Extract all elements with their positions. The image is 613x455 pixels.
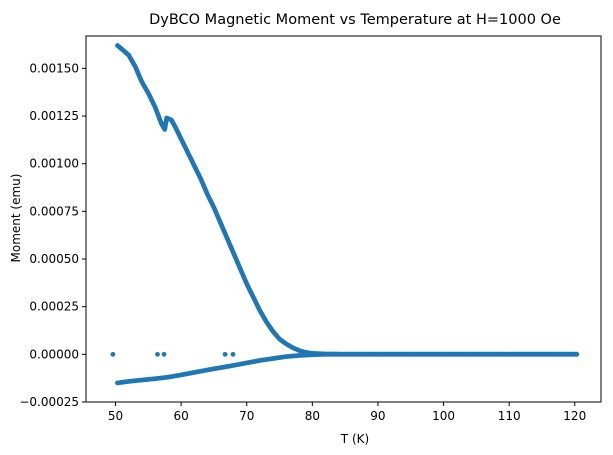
data-point [230,351,236,357]
y-tick-label: 0.00125 [29,109,79,123]
y-tick-label: −0.00025 [19,395,79,409]
data-point [574,351,580,357]
series-2 [110,351,236,357]
data-point [161,351,167,357]
y-tick-label: 0.00025 [29,300,79,314]
y-tick-label: 0.00100 [29,157,79,171]
x-tick-label: 120 [563,409,586,423]
x-axis-title: T (K) [340,432,369,446]
plot-frame [85,35,602,403]
x-tick-label: 70 [239,409,254,423]
y-tick-label: 0.00050 [29,252,79,266]
axes-layer: 50 60 70 80 90 100 110 120 −0.00025 0.00000 0.0002… [19,35,602,423]
data-point [222,351,228,357]
x-tick-label: 100 [432,409,455,423]
x-tick-label: 110 [498,409,521,423]
y-tick-label: 0.00150 [29,61,79,75]
series-1 [115,351,580,386]
x-tick-label: 90 [370,409,385,423]
y-axis-title: Moment (emu) [9,174,23,263]
x-tick-label: 50 [108,409,123,423]
data-point [110,351,116,357]
points-layer [110,43,580,386]
x-tick-label: 60 [173,409,188,423]
data-point [155,351,160,357]
y-tick-label: 0.00000 [29,347,79,361]
chart-title: DyBCO Magnetic Moment vs Temperature at … [149,12,561,28]
x-tick-label: 80 [305,409,320,423]
y-tick-label: 0.00075 [29,204,79,218]
